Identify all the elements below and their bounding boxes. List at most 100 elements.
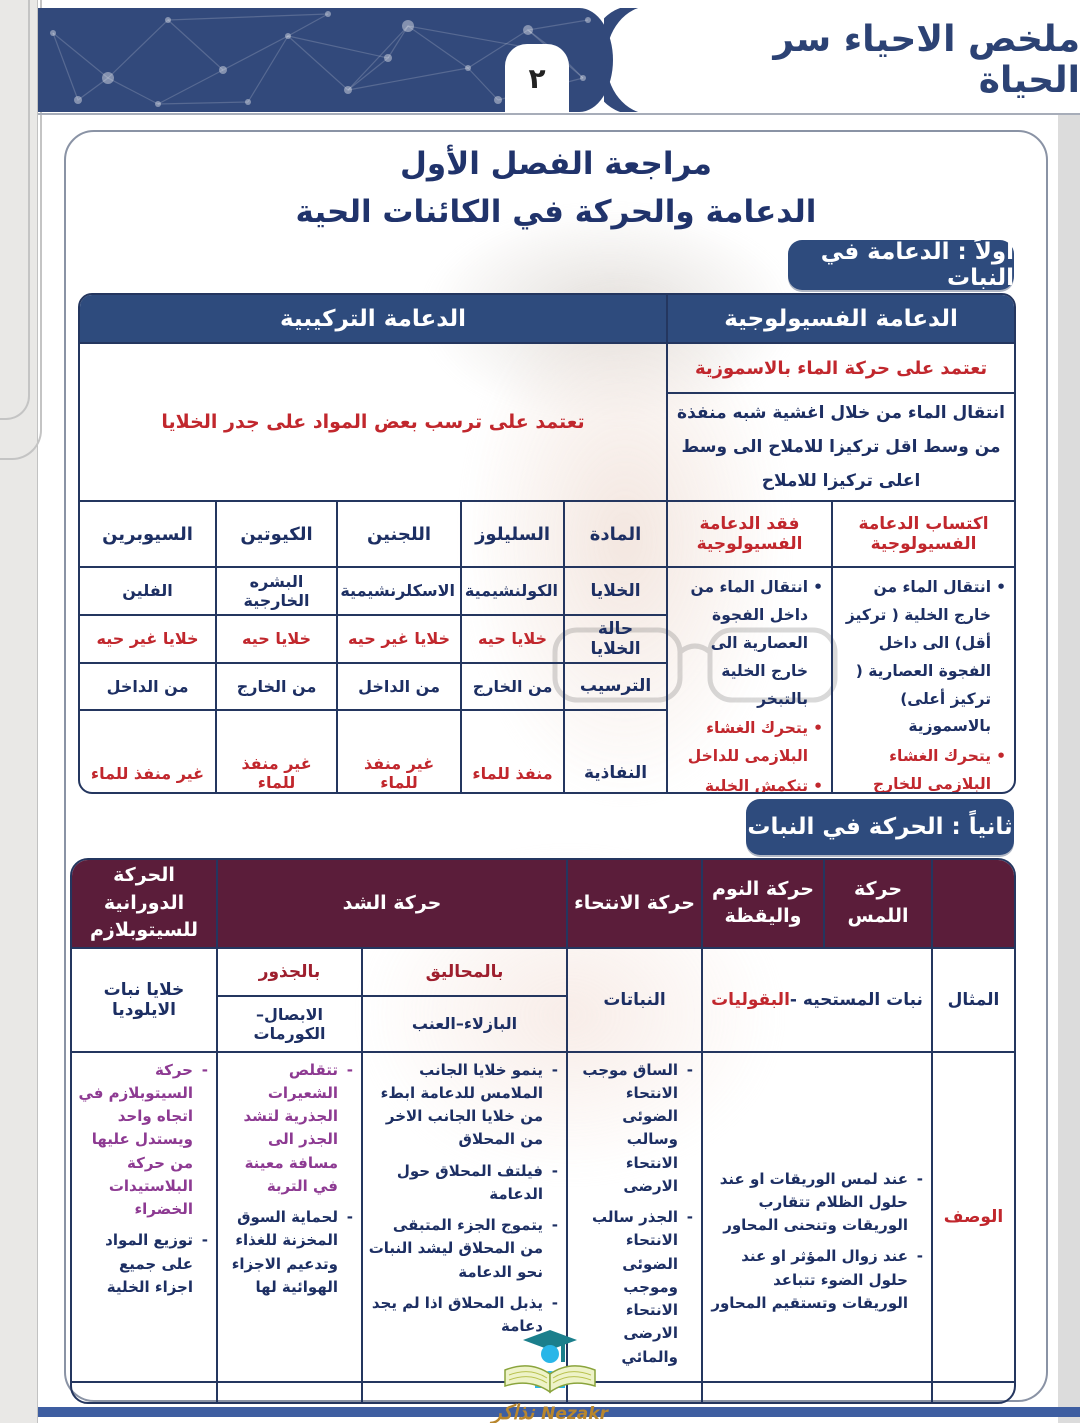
right-margin-strip (1058, 113, 1080, 1423)
description-roots: تتقلص الشعيرات الجذرية لتشد الجذر الى مس… (216, 1050, 363, 1383)
section2-badge: ثانياً : الحركة في النبات (746, 799, 1014, 855)
tension-roots-label: بالجذور (216, 946, 363, 997)
material-column-header: المادة (563, 500, 669, 568)
list-item: تنكمش الخلية (672, 773, 823, 792)
list-item: ينمو خلايا الجانب الملامس للدعامة ابطء م… (367, 1059, 558, 1152)
row-label-description: الوصف (931, 1050, 1014, 1383)
list-item: يتحرك الغشاء البلازمى للداخل (672, 715, 823, 771)
tension-tendrils-example: البازلاء–العنب (361, 994, 567, 1053)
list-item: يتحرك الغشاء البلازمى للخارج (837, 743, 1006, 792)
cells-cellulose: الكولنشيمية (460, 566, 566, 616)
list-item: توزيع المواد على جميع اجزاء الخلية (76, 1229, 208, 1299)
watermark-text-ar: نذاكر (492, 1400, 535, 1423)
physiological-support-header: الدعامة الفسيولوجية (666, 295, 1014, 344)
cells-suberin: الفلين (80, 566, 218, 616)
deposition-cutin: من الخارج (215, 661, 339, 711)
list-item: الجذر سالب الانتحاء الضوئى وموجب الانتحا… (572, 1206, 693, 1369)
structural-support-header: الدعامة التركيبية (80, 295, 669, 344)
cells-lignin: الاسكلرنشيمية (336, 566, 463, 616)
review-title-line2: الدعامة والحركة في الكائنات الحية (295, 194, 817, 231)
example-touch-legumes: البقوليات (711, 989, 790, 1010)
row-label-cell-state: حالة الخلايا (563, 613, 668, 664)
movement-corner-cell (931, 860, 1014, 949)
loss-support-points: انتقال الماء من داخل الفجوة العصارية الى… (666, 565, 834, 792)
footer-bar (38, 1407, 1080, 1417)
deposition-lignin: من الداخل (336, 661, 463, 711)
cause-tropism: الاوكسينات (566, 1380, 703, 1402)
list-item: انتقال الماء من خارج الخلية ( تركيز أقل)… (837, 574, 1006, 741)
state-cutin: خلايا حيه (215, 613, 339, 664)
page-curl-outline (0, 0, 30, 420)
col-cytoplasm-movement: الحركة الدورانية للسيتوبلازم (72, 860, 218, 949)
watermark-text-en: Nezakr (541, 1404, 608, 1423)
gain-support-header: اكتساب الدعامة الفسيولوجية (831, 500, 1014, 568)
cause-touch: حركة الماء بين الخلايا (701, 1380, 933, 1402)
state-cellulose: خلايا حيه (460, 613, 566, 664)
row-label-example: المثال (931, 946, 1014, 1053)
list-item: فيلتف المحلاق حول الدعامة (367, 1160, 558, 1207)
loss-support-header: فقد الدعامة الفسيولوجية (666, 500, 834, 568)
cause-cytoplasm: ذاتية الحركة (72, 1380, 218, 1402)
page-number: ٢ (505, 44, 569, 112)
banner-divider (38, 113, 1080, 115)
watermark-text: نذاكر Nezakr (470, 1402, 630, 1423)
list-item: عند زوال المؤثر او عند حلول الضوء تتباعد… (707, 1245, 923, 1315)
list-item: لحماية السوق المخزنة للغذاء وتدعيم الاجز… (222, 1206, 353, 1299)
structural-definition: تعتمد على ترسب بعض المواد على جدر الخلاي… (80, 342, 669, 502)
list-item: يذبل المحلاق اذا لم يجد دعامة (367, 1292, 558, 1339)
document-title: ملخص الاحياء سر الحياة (773, 19, 1080, 101)
row-label-cells: الخلايا (563, 566, 669, 616)
review-title: مراجعة الفصل الأول الدعامة والحركة في ال… (64, 140, 1048, 236)
example-touch-plant: نبات المستحيه - (789, 989, 923, 1010)
description-cytoplasm: حركة السيتوبلازم في اتجاه واحد ويستدل عل… (72, 1050, 218, 1383)
permeability-lignin: غير منفذ للماء (336, 708, 463, 792)
description-touch: عند لمس الوريقات او عند حلول الظلام تتقا… (701, 1050, 933, 1383)
col-sleep-movement: حركة النوم واليقظة (701, 860, 825, 949)
header-banner: ملخص الاحياء سر الحياة ٢ (38, 8, 1080, 112)
material-suberin: السيوبرين (80, 500, 218, 568)
review-title-line1: مراجعة الفصل الأول (400, 146, 712, 182)
example-tropism: النباتات (566, 946, 703, 1053)
cause-roots: الاوكسينات (216, 1380, 363, 1402)
state-lignin: خلايا غير حيه (336, 613, 463, 664)
state-suberin: خلايا غير حيه (80, 613, 218, 664)
list-item: يتموج الجزء المتبقى من المحلاق ليشد النب… (367, 1214, 558, 1284)
col-touch-movement: حركة اللمس (823, 860, 933, 949)
list-item: تتقلص الشعيرات الجذرية لتشد الجذر الى مس… (222, 1059, 353, 1199)
movement-table: حركة اللمس حركة النوم واليقظة حركة الانت… (70, 858, 1016, 1404)
watermark-logo: نذاكر Nezakr (470, 1328, 630, 1423)
section1-badge: أولاً : الدعامة في النبات (788, 239, 1014, 291)
list-item: الساق موجب الانتحاء الضوئى وسالب الانتحا… (572, 1059, 693, 1199)
col-tension-movement: حركة الشد (216, 860, 568, 949)
material-cellulose: السليلوز (460, 500, 566, 568)
support-table: الدعامة الفسيولوجية الدعامة التركيبية تع… (78, 293, 1016, 794)
permeability-suberin: غير منفذ للماء (80, 708, 218, 792)
row-label-cause: السبب (931, 1380, 1014, 1402)
permeability-cellulose: منفذ للماء (460, 708, 566, 792)
physio-intro: تعتمد على حركة الماء بالاسموزية (666, 342, 1014, 394)
physio-definition: انتقال الماء من خلال اغشية شبه منفذة من … (667, 392, 1014, 502)
description-tendrils: ينمو خلايا الجانب الملامس للدعامة ابطء م… (361, 1050, 568, 1383)
col-tropism-movement: حركة الانتحاء (566, 860, 703, 949)
permeability-cutin: غير منفذ للماء (215, 708, 339, 792)
graduate-book-icon (504, 1330, 596, 1394)
list-item: انتقال الماء من داخل الفجوة العصارية الى… (672, 574, 824, 713)
tension-tendrils-label: بالمحاليق (361, 946, 568, 997)
deposition-cellulose: من الخارج (460, 661, 566, 711)
deposition-suberin: من الداخل (80, 661, 218, 711)
material-cutin: الكيوتين (215, 500, 339, 568)
description-tropism: الساق موجب الانتحاء الضوئى وسالب الانتحا… (566, 1050, 703, 1383)
tension-roots-example: الابصال– الكورمات (217, 994, 363, 1053)
row-label-permeability: النفاذية (563, 708, 668, 792)
crescent-decoration (604, 8, 676, 112)
example-touch: نبات المستحيه -البقوليات (701, 946, 933, 1053)
example-cytoplasm: خلايا نبات الايلوديا (72, 946, 218, 1053)
list-item: حركة السيتوبلازم في اتجاه واحد ويستدل عل… (76, 1059, 208, 1222)
left-margin-strip (0, 0, 38, 1423)
row-label-deposition: الترسيب (563, 661, 668, 711)
cells-cutin: البشره الخارجية (215, 566, 339, 616)
gain-support-points: انتقال الماء من خارج الخلية ( تركيز أقل)… (831, 565, 1014, 792)
material-lignin: اللجنين (336, 500, 463, 568)
list-item: عند لمس الوريقات او عند حلول الظلام تتقا… (707, 1168, 923, 1238)
